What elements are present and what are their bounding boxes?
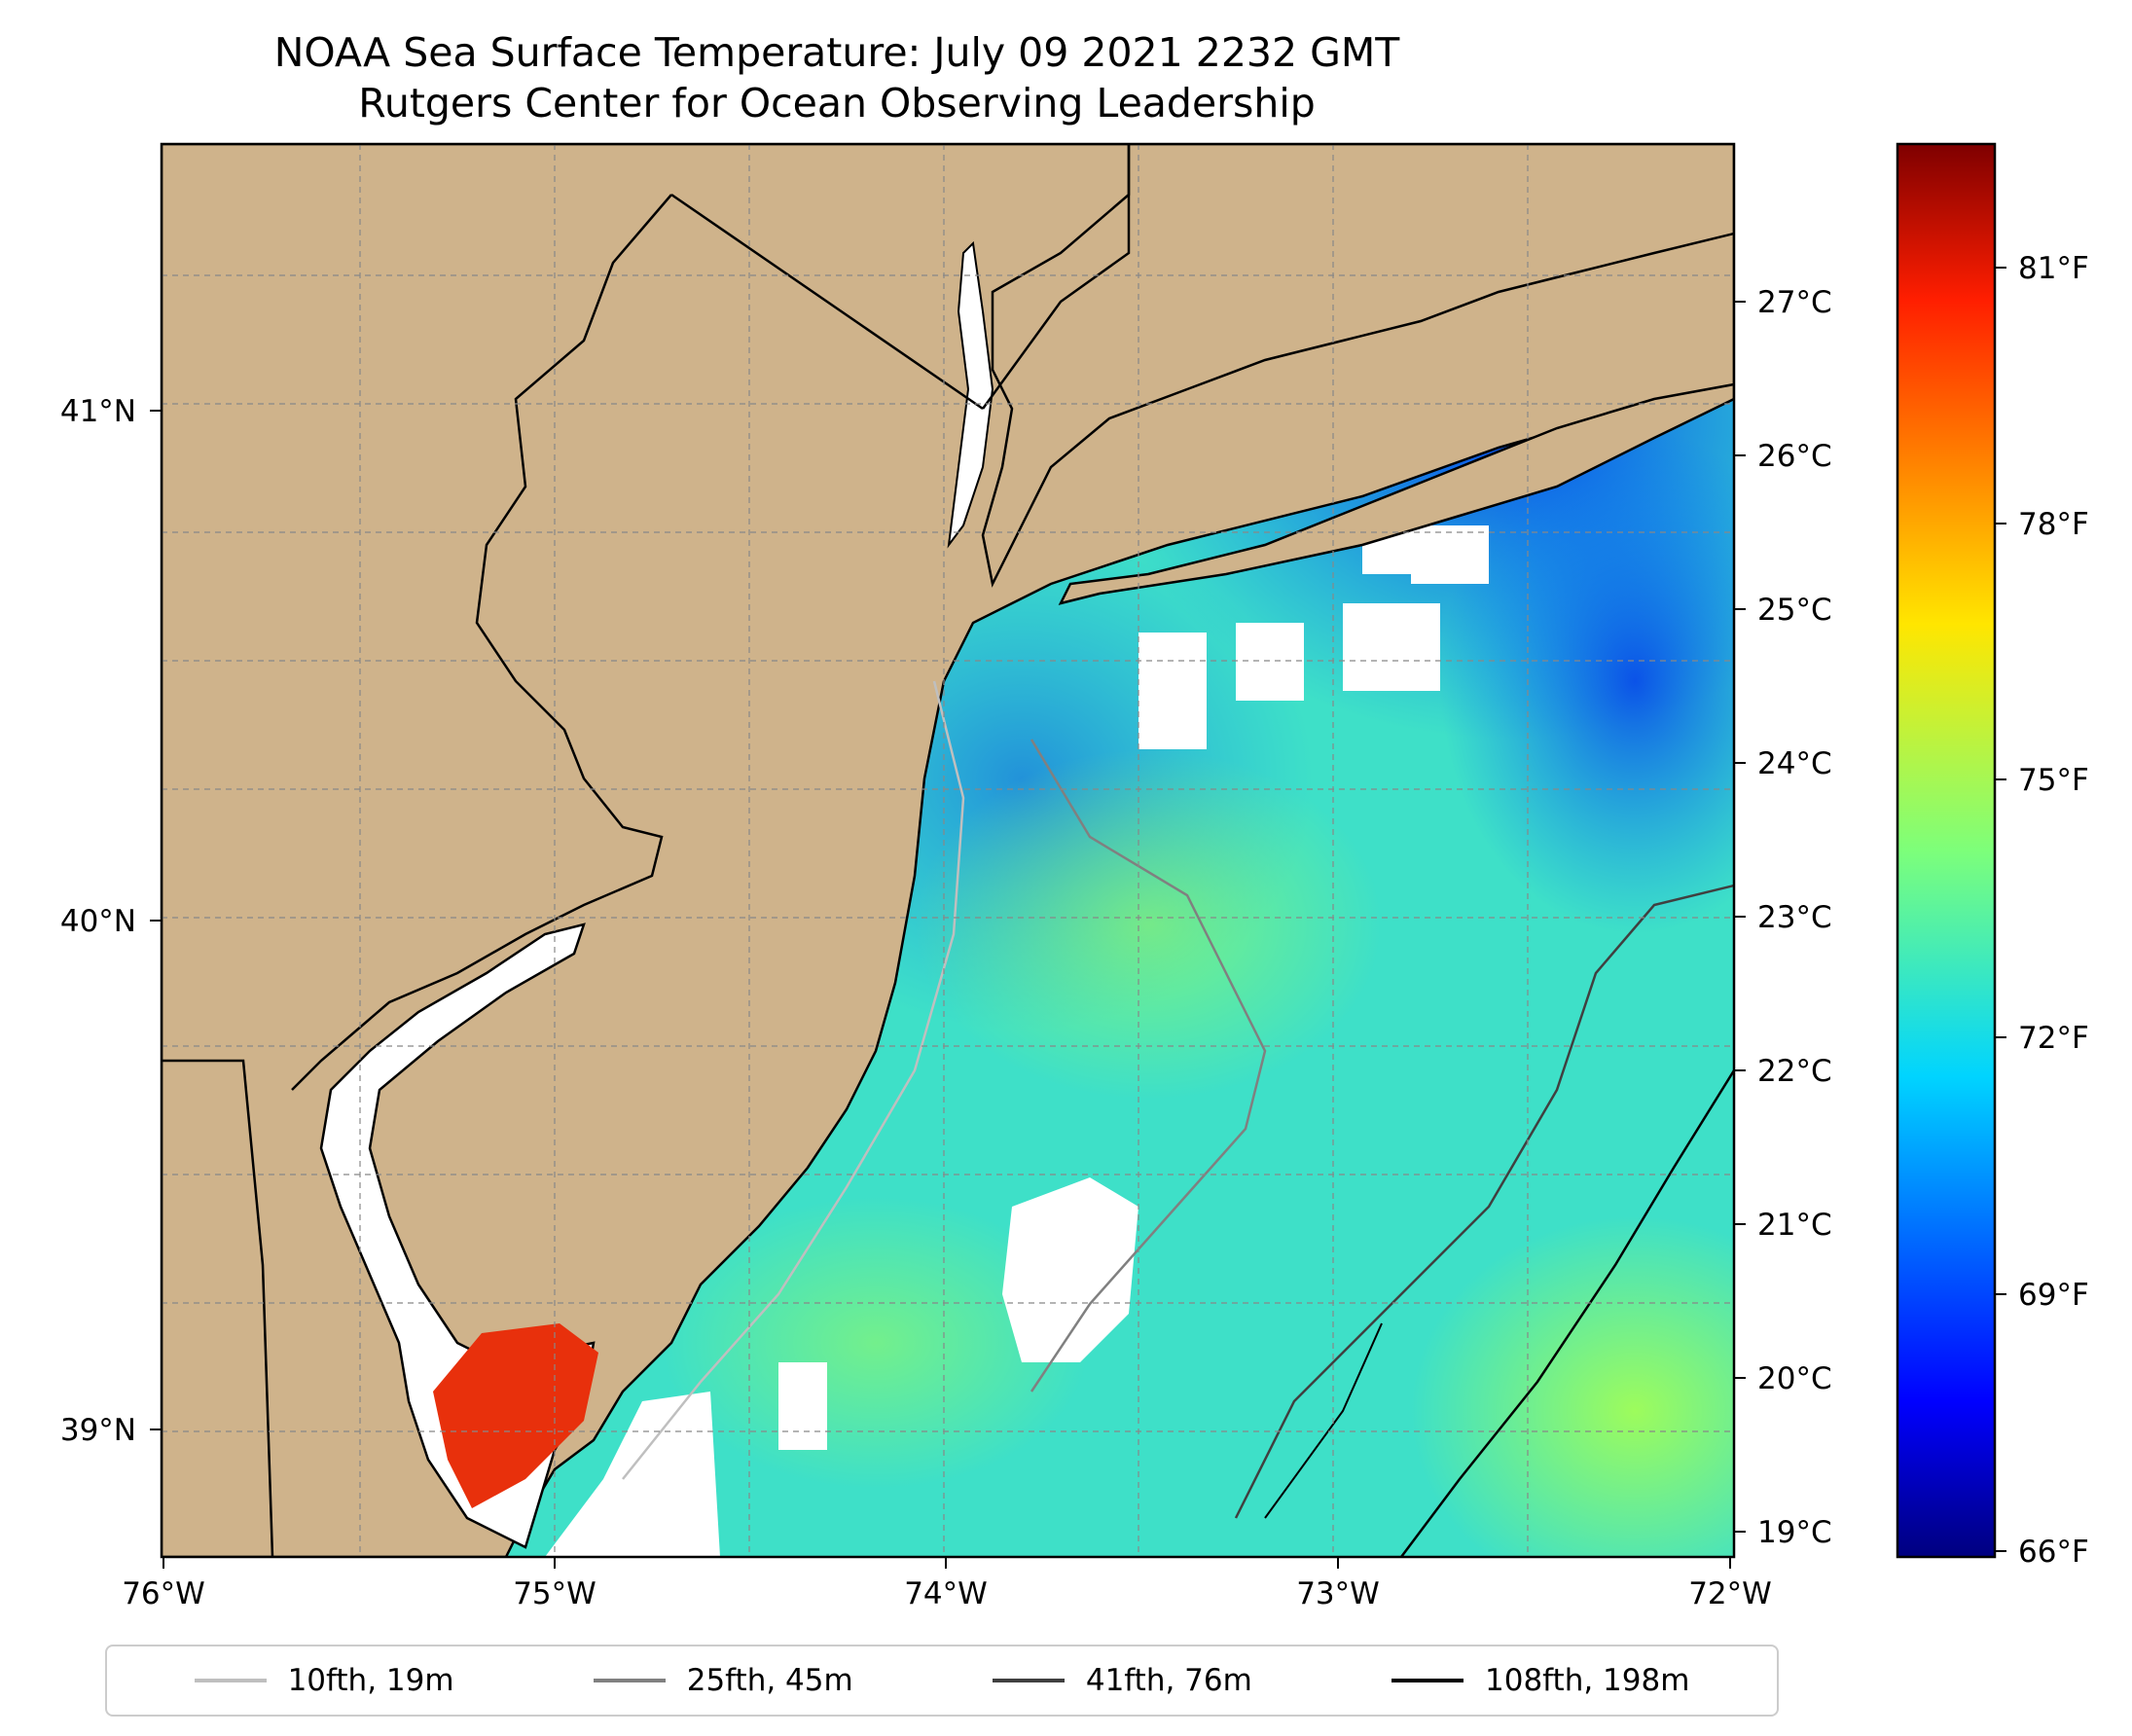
colorbar <box>1896 142 1997 1559</box>
isobath-19m <box>622 680 965 1480</box>
legend-swatch-76m <box>992 1679 1065 1682</box>
legend-item-198m: 108fth, 198m <box>1391 1663 1689 1698</box>
legend-swatch-45m <box>593 1679 666 1682</box>
map-area <box>162 144 1734 1557</box>
cool-water-e <box>1440 428 1734 934</box>
celsius-label-23: 23°C <box>1757 900 1832 935</box>
warm-water-mid <box>915 749 1382 1100</box>
y-ticks <box>150 410 162 1430</box>
celsius-label-25: 25°C <box>1757 593 1832 628</box>
colorbar-label-69: 69°F <box>2018 1278 2089 1313</box>
x-tick-label-3: 74°W <box>904 1576 988 1611</box>
legend-item-19m: 10fth, 19m <box>194 1663 454 1698</box>
legend-swatch-19m <box>194 1679 267 1682</box>
celsius-label-27: 27°C <box>1757 285 1832 320</box>
legend-item-76m: 41fth, 76m <box>992 1663 1252 1698</box>
delaware-bay-sst <box>433 1323 598 1508</box>
hudson-river <box>947 240 994 549</box>
cloud-patch-2 <box>1138 633 1207 749</box>
x-tick-label-5: 72°W <box>1688 1576 1772 1611</box>
colorbar-label-78: 78°F <box>2018 507 2089 542</box>
x-tick-label-2: 75°W <box>513 1576 596 1611</box>
x-ticks <box>163 1557 1731 1569</box>
isobath-198m <box>1400 1069 1734 1557</box>
land-connecticut <box>981 144 1734 588</box>
land-long-island <box>1058 382 1734 605</box>
title-line-1: NOAA Sea Surface Temperature: July 09 20… <box>273 29 1400 76</box>
y-tick-label-40: 40°N <box>60 904 136 939</box>
isobath-198m-b <box>1264 1322 1383 1519</box>
cloud-patch-1 <box>1002 1177 1138 1362</box>
warm-water-se <box>1411 1216 1734 1557</box>
map-frame <box>160 142 1736 1559</box>
warm-water-sw <box>662 1197 1090 1489</box>
isobath-45m <box>1030 739 1267 1392</box>
colorbar-label-72: 72°F <box>2018 1021 2089 1056</box>
celsius-label-20: 20°C <box>1757 1361 1832 1396</box>
cloud-patch-4 <box>1343 603 1440 691</box>
x-tick-label-4: 73°W <box>1296 1576 1380 1611</box>
legend-label-198m: 108fth, 198m <box>1485 1663 1690 1698</box>
legend-label-76m: 41fth, 76m <box>1085 1663 1252 1698</box>
celsius-label-22: 22°C <box>1757 1054 1832 1089</box>
colorbar-label-66: 66°F <box>2018 1535 2089 1570</box>
cloud-patch-8 <box>545 1392 720 1557</box>
cloud-patch-3 <box>1236 623 1304 701</box>
state-boundaries <box>162 144 1131 1557</box>
y-tick-label-39: 39°N <box>60 1413 136 1448</box>
x-tick-label-1: 76°W <box>122 1576 205 1611</box>
y-tick-label-41: 41°N <box>60 394 136 429</box>
celsius-ticks <box>1734 301 1746 1533</box>
colorbar-ticks <box>1995 267 2006 1552</box>
legend-item-45m: 25fth, 45m <box>593 1663 853 1698</box>
cloud-patch-7 <box>778 1362 827 1450</box>
figure-title: NOAA Sea Surface Temperature: July 09 20… <box>0 27 1674 128</box>
gridlines <box>162 144 1734 1557</box>
isobath-76m <box>1234 884 1734 1519</box>
celsius-label-21: 21°C <box>1757 1208 1832 1243</box>
celsius-label-19: 19°C <box>1757 1515 1832 1550</box>
legend-label-19m: 10fth, 19m <box>287 1663 454 1698</box>
title-line-2: Rutgers Center for Ocean Observing Leade… <box>358 80 1316 127</box>
isobath-legend: 10fth, 19m 25fth, 45m 41fth, 76m 108fth,… <box>105 1645 1779 1717</box>
celsius-label-26: 26°C <box>1757 439 1832 474</box>
legend-swatch-198m <box>1391 1679 1463 1682</box>
celsius-label-24: 24°C <box>1757 746 1832 781</box>
colorbar-label-81: 81°F <box>2018 251 2089 286</box>
isobaths <box>622 680 1734 1557</box>
legend-label-45m: 25fth, 45m <box>686 1663 853 1698</box>
colorbar-label-75: 75°F <box>2018 763 2089 798</box>
